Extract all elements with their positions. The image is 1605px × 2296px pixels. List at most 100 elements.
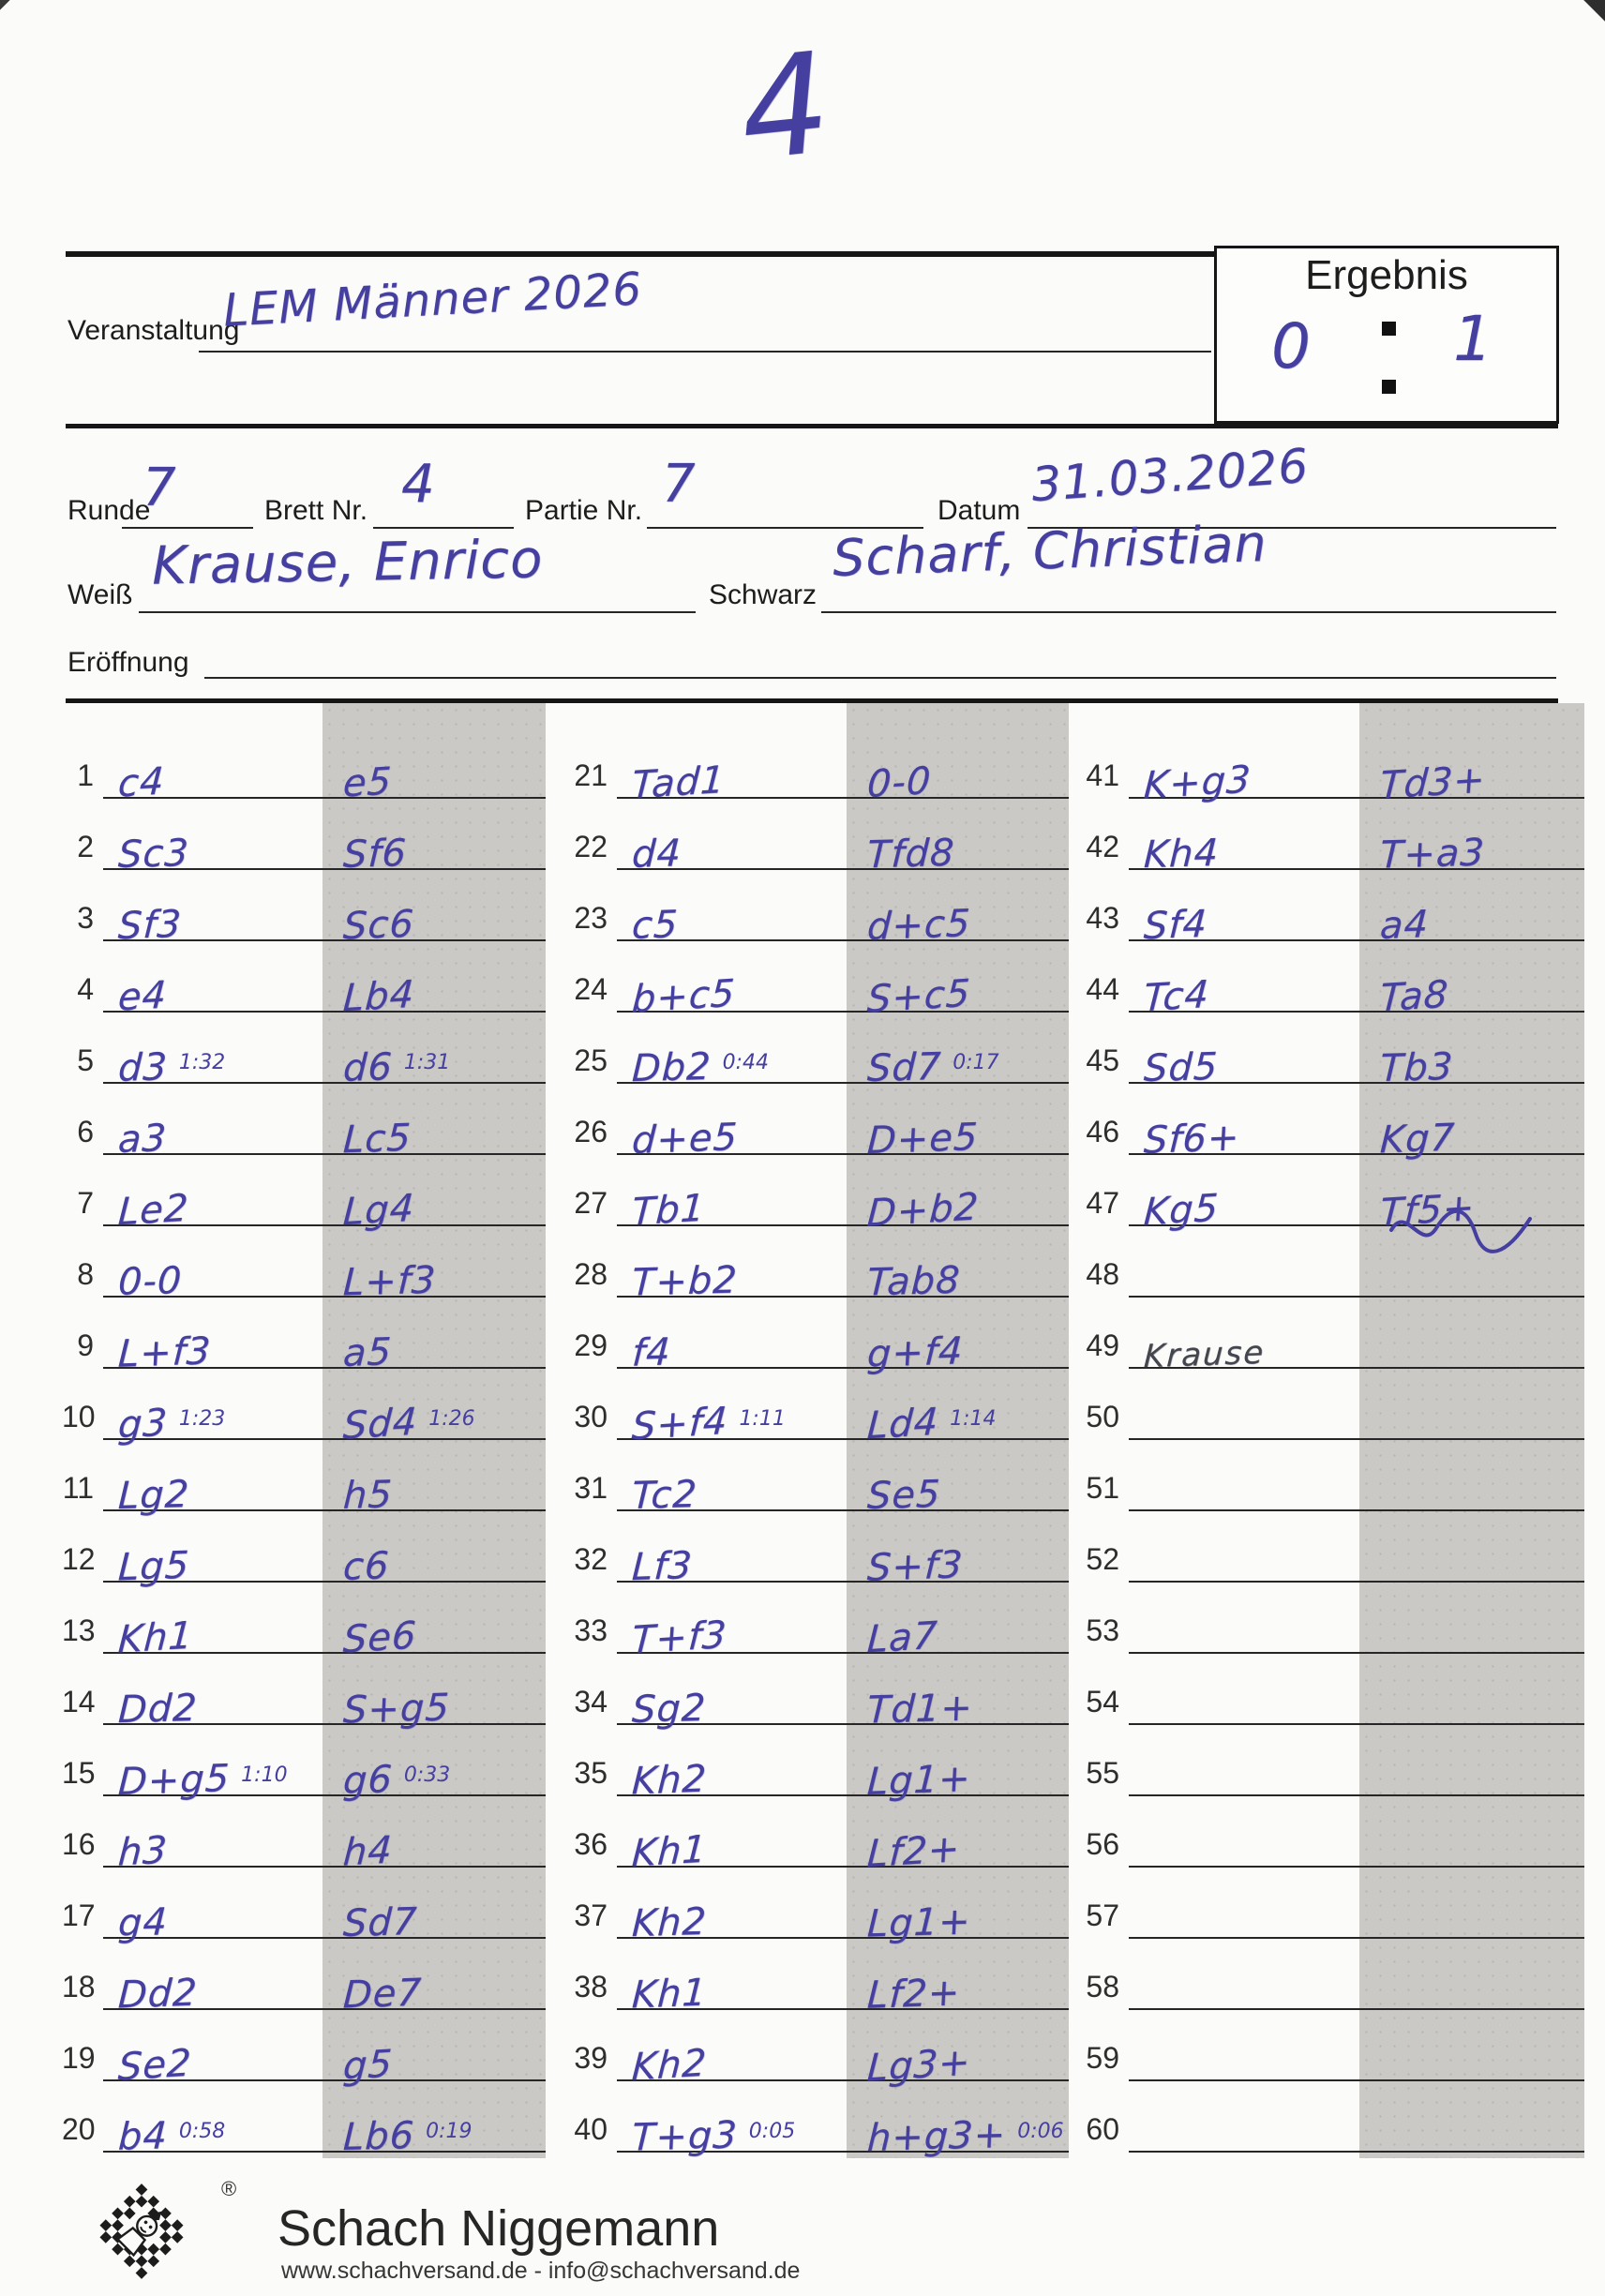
black-move-cell: S+c5	[847, 941, 1069, 1021]
game-label: Partie Nr.	[525, 495, 643, 526]
move-number: 9	[77, 1328, 94, 1362]
handwritten-move: Sf6+	[1142, 1116, 1241, 1163]
clock-time: 0:06	[1017, 2120, 1064, 2143]
black-move-cell	[1359, 1511, 1584, 1583]
white-move-cell: Le2	[103, 1155, 322, 1234]
black-move-cell: Tab8	[847, 1226, 1069, 1304]
moves-column-3: 41 K+g3 Td3+ 42 Kh4 T+a3 43 Sf4 a4 44 Tc4 Ta8 45 Sd5 T…	[1086, 728, 1584, 2153]
move-number: 43	[1086, 901, 1119, 935]
white-move-cell: b+c5	[617, 941, 847, 1021]
black-move-cell: g6 0:33	[322, 1725, 546, 1803]
handwritten-move: T+a3	[1379, 831, 1486, 878]
move-row: 17 g4 Sd7	[62, 1868, 546, 1945]
handwritten-move: g4	[117, 1900, 169, 1945]
white-move-cell: Sf4	[1129, 870, 1359, 948]
handwritten-move: d6	[342, 1045, 394, 1090]
move-number: 22	[574, 830, 608, 863]
move-row: 15 D+g5 1:10 g6 0:33	[62, 1725, 546, 1804]
black-move-cell	[1359, 1868, 1584, 1939]
result-black-score: 1	[1453, 303, 1493, 375]
black-move-cell: d+c5	[847, 870, 1069, 949]
white-move-cell: Dd2	[103, 1939, 322, 2018]
black-move-cell: Se6	[322, 1583, 546, 1662]
clock-time: 0:33	[403, 1763, 451, 1787]
move-number: 60	[1086, 2112, 1119, 2146]
handwritten-move: Le2	[116, 1186, 190, 1235]
move-number: 38	[574, 1970, 608, 2003]
handwritten-move: Lb6	[342, 2113, 416, 2160]
white-move-cell	[1129, 1868, 1359, 1939]
move-row: 35 Kh2 Lg1+	[574, 1725, 1071, 1804]
white-move-cell: Lg2	[103, 1440, 322, 1518]
move-row: 6 a3 Lc5	[62, 1084, 546, 1162]
handwritten-move: d+e5	[630, 1115, 740, 1163]
move-row: 13 Kh1 Se6	[62, 1583, 546, 1662]
white-move-cell: e4	[103, 941, 322, 1020]
handwritten-move: Sg2	[631, 1686, 708, 1733]
white-move-cell: Sf3	[103, 870, 322, 948]
white-move-cell	[1129, 2010, 1359, 2081]
handwritten-move: De7	[341, 1971, 424, 2018]
black-move-cell: Sd7 0:17	[847, 1013, 1069, 1090]
handwritten-move: Sc6	[341, 902, 416, 949]
black-move-cell: Lb4	[322, 941, 546, 1020]
date-value: 31.03.2026	[1029, 438, 1311, 513]
black-move-cell: Tfd8	[847, 799, 1069, 877]
move-number: 33	[574, 1613, 608, 1647]
move-number: 6	[77, 1115, 94, 1148]
handwritten-move: Kh1	[630, 1971, 709, 2018]
black-move-cell: S+g5	[322, 1654, 546, 1733]
handwritten-move: Td3+	[1378, 758, 1488, 808]
clock-time: 1:31	[403, 1051, 451, 1074]
black-move-cell: Kg7	[1359, 1084, 1584, 1162]
white-move-cell	[1129, 1226, 1359, 1298]
move-number: 1	[77, 758, 94, 792]
handwritten-move: a5	[341, 1330, 394, 1375]
white-move-cell: K+g3	[1129, 728, 1359, 808]
move-number: 49	[1086, 1328, 1119, 1362]
black-move-cell: Lc5	[322, 1084, 546, 1162]
move-row: 30 S+f4 1:11 Ld4 1:14	[574, 1369, 1071, 1448]
result-box: Ergebnis 0 1	[1214, 246, 1559, 424]
round-label: Runde	[68, 495, 151, 526]
black-move-cell: Lf2+	[847, 1939, 1069, 2018]
clock-time: 1:23	[178, 1407, 226, 1431]
event-label: Veranstaltung	[68, 315, 240, 346]
white-move-cell: D+g5 1:10	[103, 1725, 322, 1804]
white-move-cell: Tb1	[617, 1155, 847, 1235]
move-number: 3	[77, 901, 94, 935]
handwritten-move: 0-0	[117, 1259, 184, 1304]
move-row: 11 Lg2 h5	[62, 1440, 546, 1518]
white-move-cell: b4 0:58	[103, 2081, 322, 2159]
move-row: 47 Kg5 Tf5+	[1086, 1155, 1584, 1253]
handwritten-move: Tad1	[630, 758, 727, 808]
handwritten-move: T+f3	[630, 1613, 728, 1663]
brand-name: Schach Niggemann	[278, 2200, 720, 2257]
black-move-cell: Sd4 1:26	[322, 1369, 546, 1448]
move-number: 26	[574, 1115, 608, 1148]
handwritten-move: Ta8	[1378, 972, 1450, 1021]
move-number: 13	[62, 1613, 96, 1647]
black-move-cell	[1359, 1583, 1584, 1654]
move-row: 3 Sf3 Sc6	[62, 870, 546, 949]
handwritten-move: e5	[341, 759, 394, 806]
move-row: 23 c5 d+c5	[574, 870, 1071, 949]
black-move-cell	[1359, 1654, 1584, 1725]
move-row: 44 Tc4 Ta8	[1086, 941, 1584, 1021]
brand-contact: www.schachversand.de - info@schachversan…	[281, 2258, 801, 2284]
handwritten-move: Kh2	[631, 1899, 709, 1946]
move-row: 28 T+b2 Tab8	[574, 1226, 1071, 1305]
move-row: 51	[1086, 1440, 1584, 1511]
handwritten-move: h3	[116, 1828, 170, 1875]
move-row: 48	[1086, 1226, 1584, 1298]
table-top-rule	[66, 698, 1558, 703]
handwritten-move: Lf2+	[865, 1971, 962, 2018]
handwritten-move: c6	[341, 1544, 391, 1589]
move-row: 50	[1086, 1369, 1584, 1440]
handwritten-move: g5	[341, 2042, 395, 2089]
black-player-value: Scharf, Christian	[832, 513, 1268, 589]
black-move-cell: e5	[322, 728, 546, 806]
black-move-shaded-band	[1359, 703, 1584, 2158]
white-move-cell: g3 1:23	[103, 1369, 322, 1448]
date-label: Datum	[938, 495, 1021, 526]
